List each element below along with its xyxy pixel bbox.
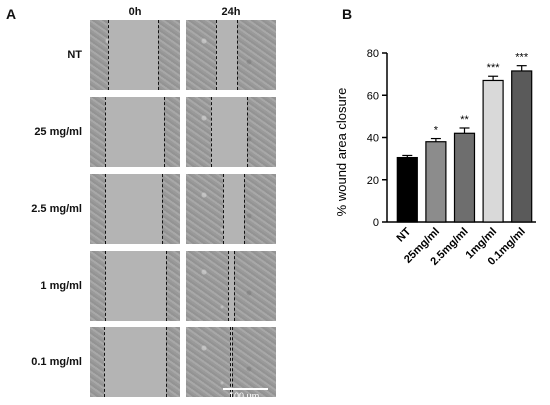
micrograph-tile (186, 327, 276, 397)
scale-bar (223, 388, 268, 390)
wound-edge-line (230, 327, 231, 397)
micrograph-tile (186, 97, 276, 167)
significance-mark: ** (460, 114, 469, 126)
wound-edge-line (164, 97, 165, 167)
wound-gap (216, 20, 237, 90)
column-header-24h: 24h (221, 6, 241, 18)
row-label-0-1: 0.1 mg/ml (31, 356, 82, 368)
micrograph-tile (90, 327, 180, 397)
wound-edge-line (105, 251, 106, 321)
significance-mark: *** (487, 62, 501, 74)
wound-gap (105, 97, 164, 167)
y-tick-label: 0 (373, 217, 379, 229)
x-tick-label: NT (395, 225, 414, 244)
wound-gap (104, 327, 166, 397)
y-tick-label: 80 (367, 48, 379, 60)
row-label-nt: NT (67, 49, 82, 61)
wound-edge-line (237, 20, 238, 90)
micrograph-tile (90, 251, 180, 321)
wound-edge-line (162, 174, 163, 244)
significance-mark: *** (515, 52, 529, 64)
y-tick-label: 60 (367, 90, 379, 102)
wound-edge-line (234, 251, 235, 321)
wound-gap (230, 327, 232, 397)
bars (396, 70, 533, 223)
wound-edge-line (247, 97, 248, 167)
wound-edge-line (216, 20, 217, 90)
row-label-1: 1 mg/ml (40, 280, 82, 292)
micrograph-tile (186, 20, 276, 90)
bar (396, 156, 418, 223)
error-bars (402, 65, 527, 158)
wound-gap (223, 174, 244, 244)
bar (425, 141, 447, 223)
y-axis-label: % wound area closure (334, 88, 349, 217)
wound-gap (105, 251, 166, 321)
y-tick-label: 40 (367, 133, 379, 145)
wound-edge-line (105, 174, 106, 244)
significance-mark: * (434, 125, 439, 137)
y-ticks: 0 20 40 60 80 (367, 48, 387, 229)
wound-edge-line (228, 251, 229, 321)
wound-gap (228, 251, 234, 321)
wound-edge-line (104, 327, 105, 397)
wound-edge-line (105, 97, 106, 167)
wound-edge-line (223, 174, 224, 244)
row-label-2-5: 2.5 mg/ml (31, 203, 82, 215)
micrograph-tile (186, 251, 276, 321)
panel-a-letter: A (6, 6, 17, 22)
wound-edge-line (158, 20, 159, 90)
wound-gap (211, 97, 247, 167)
micrograph-tile (186, 174, 276, 244)
wound-gap (108, 20, 158, 90)
micrograph-tile (90, 174, 180, 244)
wound-edge-line (244, 174, 245, 244)
micrograph-tile (90, 20, 180, 90)
row-label-25: 25 mg/ml (34, 126, 82, 138)
y-tick-label: 20 (367, 175, 379, 187)
wound-edge-line (166, 327, 167, 397)
significance-marks: ********* (434, 52, 529, 137)
wound-edge-line (166, 251, 167, 321)
panel-b-letter: B (342, 6, 353, 22)
micrograph-tile (90, 97, 180, 167)
bar (511, 70, 533, 223)
scale-bar-label: 100 µm (229, 391, 260, 401)
bar (453, 132, 476, 223)
column-header-0h: 0h (128, 6, 142, 18)
wound-gap (105, 174, 162, 244)
wound-edge-line (211, 97, 212, 167)
wound-edge-line (232, 327, 233, 397)
wound-edge-line (108, 20, 109, 90)
bar (482, 79, 504, 223)
